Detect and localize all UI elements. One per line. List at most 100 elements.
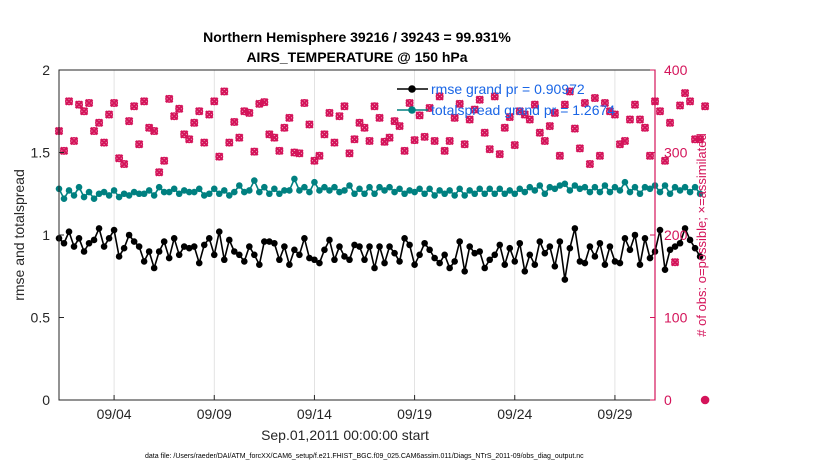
obs-count-point [69,136,79,146]
obs-possible-marker [210,97,219,106]
totalspread-point [346,182,353,189]
obs-count-point [495,149,504,159]
obs-count-point [560,100,570,109]
obs-possible-marker [260,98,269,107]
obs-count-point [655,107,665,116]
obs-count-point [139,97,149,106]
totalspread-point [576,185,584,193]
rmse-point [271,239,278,247]
rmse-point [671,243,679,250]
obs-possible-marker [95,118,104,127]
rmse-point [566,244,574,252]
obs-count-point [685,97,695,106]
obs-count-point [280,123,289,132]
rmse-point [281,243,288,250]
rmse-point [541,249,549,257]
y-tick-label: 2 [42,62,50,78]
obs-count-point [129,102,139,111]
obs-possible-marker [435,92,444,101]
rmse-point [341,253,348,260]
totalspread-point [586,188,594,196]
totalspread-point [236,182,243,189]
totalspread-point [70,192,78,199]
totalspread-point [190,188,198,196]
totalspread-point [105,192,113,199]
obs-count-point [465,115,474,124]
obs-possible-marker [130,102,139,111]
obs-possible-marker [205,110,214,119]
rmse-point [616,259,624,267]
obs-count-point [335,112,344,121]
rmse-point [170,235,178,242]
obs-possible-marker [315,151,324,160]
obs-possible-marker [140,97,149,106]
obs-count-point [285,113,294,123]
obs-possible-marker [125,117,134,126]
y2-tick-label: 100 [664,310,688,326]
totalspread-point [361,190,368,198]
obs-count-point [375,113,384,123]
obs-count-point [435,92,444,101]
obs-possible-marker [610,110,619,119]
totalspread-point [396,185,403,193]
obs-count-point [395,121,404,131]
obs-possible-marker [155,168,164,177]
obs-possible-marker [270,133,279,142]
rmse-point [215,228,223,235]
obs-count-point [300,98,309,108]
rmse-point [115,253,123,260]
obs-count-point [370,102,379,111]
obs-possible-marker [100,138,109,147]
totalspread-point [371,190,378,198]
obs-possible-marker [656,107,665,116]
obs-count-point [94,118,104,127]
rmse-point [95,225,103,232]
totalspread-point [471,190,478,198]
totalspread-point [501,190,509,198]
obs-count-point [74,100,84,109]
y2-tick-label: 400 [664,62,688,78]
rmse-point [681,225,689,232]
rmse-point [316,259,323,267]
totalspread-point [341,187,348,194]
obs-count-point [215,152,224,161]
y2-tick-label: 0 [664,392,672,408]
rmse-point [601,261,609,269]
totalspread-point [496,185,504,193]
obs-possible-marker [540,136,549,145]
rmse-point [431,254,438,262]
rmse-point [356,243,363,250]
rmse-point [526,251,534,259]
y-tick-label: 1.5 [31,145,51,161]
obs-possible-marker [225,138,234,147]
obs-possible-marker [90,127,99,136]
obs-possible-marker [160,156,169,165]
obs-possible-marker [686,97,695,106]
obs-possible-marker [425,103,434,112]
obs-possible-marker [440,146,449,155]
rmse-point [471,249,478,257]
totalspread-point [276,190,283,198]
totalspread-point [336,188,343,196]
obs-count-point [665,118,675,127]
obs-count-point [630,100,640,109]
obs-possible-marker [620,136,629,145]
totalspread-point [321,183,328,191]
obs-count-point [445,136,454,146]
obs-possible-marker [676,101,685,110]
rmse-point [205,235,213,242]
totalspread-point [691,183,699,191]
obs-count-point [410,135,419,145]
obs-possible-marker [365,136,374,145]
rmse-point [551,263,559,270]
rmse-point [531,261,539,269]
legend-spread-marker [408,106,416,114]
obs-possible-marker [310,156,319,165]
legend: rmse grand pr = 0.90972 totalspread gran… [397,81,615,118]
obs-possible-marker [110,99,119,108]
obs-count-point [104,110,114,119]
totalspread-point [266,190,273,198]
obs-possible-marker [465,115,474,124]
rmse-point [321,246,328,254]
